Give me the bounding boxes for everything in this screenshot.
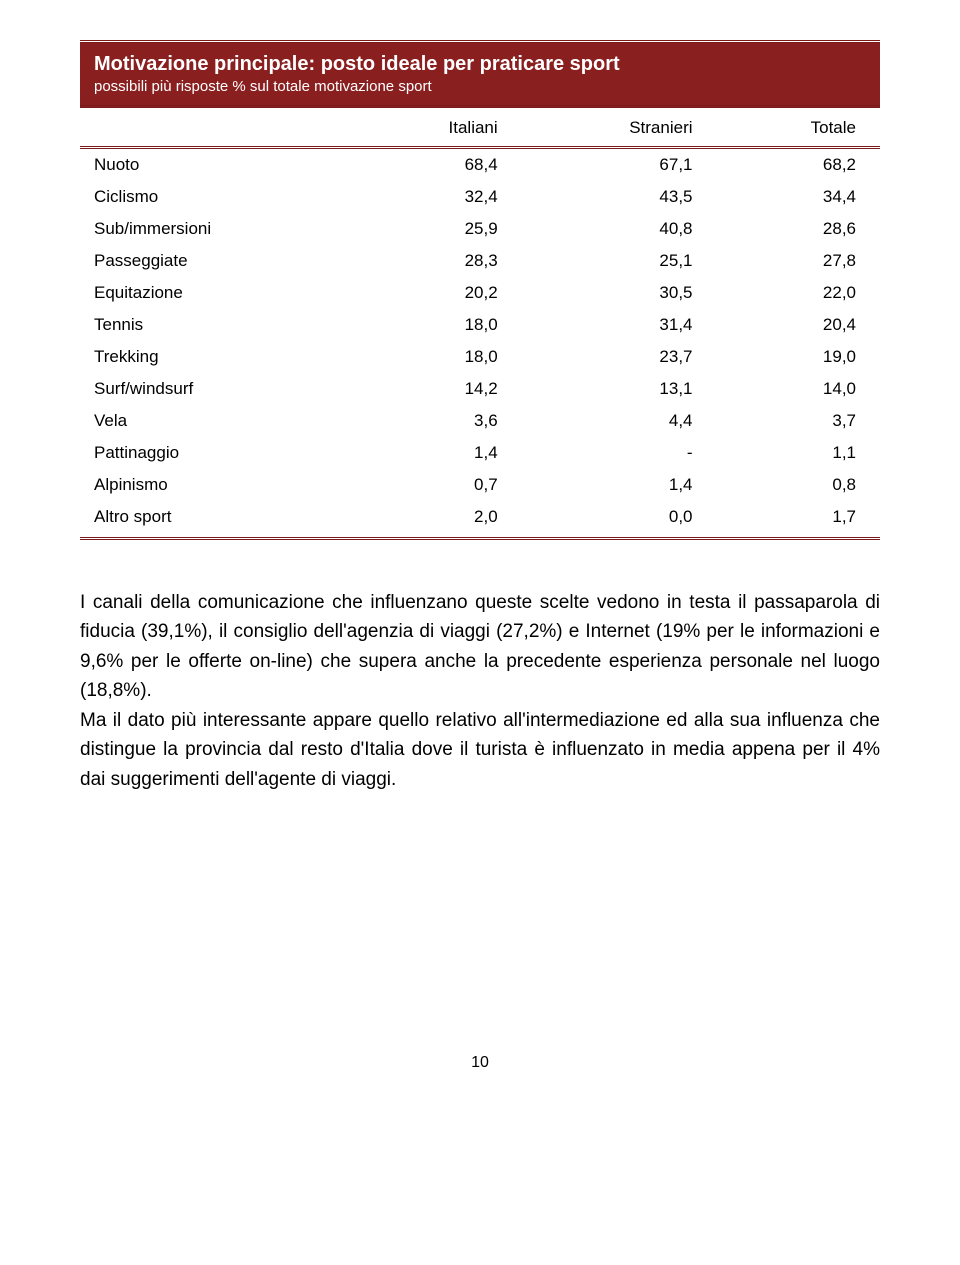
- row-label: Equitazione: [80, 277, 352, 309]
- cell: 68,4: [352, 148, 522, 182]
- cell: 28,6: [717, 213, 880, 245]
- card-header: Motivazione principale: posto ideale per…: [80, 43, 880, 108]
- cell: 28,3: [352, 245, 522, 277]
- cell: 31,4: [522, 309, 717, 341]
- cell: 14,0: [717, 373, 880, 405]
- cell: 25,1: [522, 245, 717, 277]
- paragraph: Ma il dato più interessante appare quell…: [80, 706, 880, 794]
- table-row: Vela3,64,43,7: [80, 405, 880, 437]
- row-label: Alpinismo: [80, 469, 352, 501]
- row-label: Vela: [80, 405, 352, 437]
- row-label: Surf/windsurf: [80, 373, 352, 405]
- cell: 4,4: [522, 405, 717, 437]
- cell: 67,1: [522, 148, 717, 182]
- cell: 20,4: [717, 309, 880, 341]
- row-label: Nuoto: [80, 148, 352, 182]
- row-label: Passeggiate: [80, 245, 352, 277]
- table-row: Pattinaggio1,4-1,1: [80, 437, 880, 469]
- cell: 0,0: [522, 501, 717, 537]
- table-row: Passeggiate28,325,127,8: [80, 245, 880, 277]
- row-label: Ciclismo: [80, 181, 352, 213]
- table-row: Alpinismo0,71,40,8: [80, 469, 880, 501]
- table-row: Equitazione20,230,522,0: [80, 277, 880, 309]
- cell: 20,2: [352, 277, 522, 309]
- cell: 22,0: [717, 277, 880, 309]
- table-header-row: Italiani Stranieri Totale: [80, 108, 880, 148]
- table-row: Ciclismo32,443,534,4: [80, 181, 880, 213]
- row-label: Pattinaggio: [80, 437, 352, 469]
- cell: 32,4: [352, 181, 522, 213]
- cell: 13,1: [522, 373, 717, 405]
- cell: 27,8: [717, 245, 880, 277]
- cell: 68,2: [717, 148, 880, 182]
- card-title: Motivazione principale: posto ideale per…: [94, 53, 866, 76]
- table-row: Surf/windsurf14,213,114,0: [80, 373, 880, 405]
- cell: 3,7: [717, 405, 880, 437]
- body-text: I canali della comunicazione che influen…: [80, 588, 880, 794]
- cell: 1,1: [717, 437, 880, 469]
- cell: -: [522, 437, 717, 469]
- table-row: Sub/immersioni25,940,828,6: [80, 213, 880, 245]
- cell: 19,0: [717, 341, 880, 373]
- cell: 25,9: [352, 213, 522, 245]
- cell: 1,7: [717, 501, 880, 537]
- cell: 18,0: [352, 309, 522, 341]
- cell: 18,0: [352, 341, 522, 373]
- col-header-stranieri: Stranieri: [522, 108, 717, 148]
- cell: 14,2: [352, 373, 522, 405]
- col-header-italiani: Italiani: [352, 108, 522, 148]
- col-header-totale: Totale: [717, 108, 880, 148]
- cell: 30,5: [522, 277, 717, 309]
- table-row: Tennis18,031,420,4: [80, 309, 880, 341]
- table-row: Nuoto68,467,168,2: [80, 148, 880, 182]
- sport-table: Italiani Stranieri Totale Nuoto68,467,16…: [80, 108, 880, 537]
- cell: 43,5: [522, 181, 717, 213]
- table-body: Nuoto68,467,168,2Ciclismo32,443,534,4Sub…: [80, 148, 880, 538]
- sport-motivation-card: Motivazione principale: posto ideale per…: [80, 40, 880, 540]
- cell: 1,4: [352, 437, 522, 469]
- cell: 0,8: [717, 469, 880, 501]
- cell: 34,4: [717, 181, 880, 213]
- cell: 3,6: [352, 405, 522, 437]
- cell: 1,4: [522, 469, 717, 501]
- paragraph: I canali della comunicazione che influen…: [80, 588, 880, 706]
- col-header-blank: [80, 108, 352, 148]
- row-label: Trekking: [80, 341, 352, 373]
- page-number: 10: [80, 1054, 880, 1072]
- table-row: Trekking18,023,719,0: [80, 341, 880, 373]
- cell: 0,7: [352, 469, 522, 501]
- row-label: Sub/immersioni: [80, 213, 352, 245]
- row-label: Tennis: [80, 309, 352, 341]
- row-label: Altro sport: [80, 501, 352, 537]
- cell: 23,7: [522, 341, 717, 373]
- cell: 2,0: [352, 501, 522, 537]
- card-subtitle: possibili più risposte % sul totale moti…: [94, 78, 866, 95]
- cell: 40,8: [522, 213, 717, 245]
- table-row: Altro sport2,00,01,7: [80, 501, 880, 537]
